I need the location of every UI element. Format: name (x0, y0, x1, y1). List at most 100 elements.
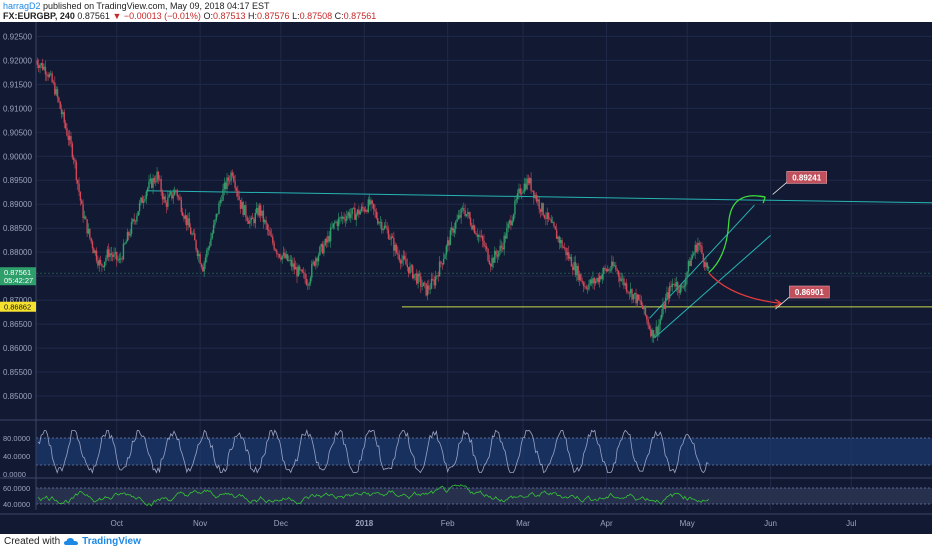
candle-body (216, 213, 219, 215)
target-down-leader (775, 296, 790, 310)
candle-body (695, 244, 698, 252)
candle-body (636, 294, 639, 304)
candle-body (262, 210, 265, 223)
candle-body (494, 250, 496, 263)
candle-body (523, 183, 526, 192)
candle-body (569, 256, 571, 259)
candle-body (255, 207, 258, 213)
chart-area[interactable]: 0.89241 0.86901 Oct Nov Dec 2018 Feb Mar Apr May… (0, 22, 932, 534)
candle-body (72, 157, 75, 160)
candle-body (114, 252, 117, 254)
stochastic-tick-label: 40.0000 (3, 452, 30, 461)
candle-body (179, 196, 181, 200)
candle-body (584, 286, 586, 287)
candle-body (623, 278, 625, 286)
candle-body (570, 256, 573, 267)
support-price-badge (0, 301, 36, 312)
candle-body (64, 122, 67, 129)
candle-body (590, 279, 593, 284)
candle-body (490, 264, 492, 267)
candle-body (301, 269, 304, 273)
candle-body (604, 267, 606, 269)
rsi-line (37, 484, 709, 507)
candle-body (278, 254, 281, 258)
candle-body (398, 254, 400, 261)
candle-body (421, 286, 423, 287)
candle-body (564, 247, 566, 249)
candle-body (200, 263, 203, 267)
high-value: 0.87576 (257, 11, 290, 21)
candle-body (628, 292, 630, 294)
candle-body (550, 219, 552, 223)
candle-body (288, 260, 290, 261)
close-value: 0.87561 (343, 11, 377, 21)
candle-body (43, 66, 45, 70)
stochastic-band (36, 438, 932, 465)
candle-body (512, 214, 515, 221)
candle-body (674, 283, 676, 287)
x-tick-label: Dec (274, 519, 288, 528)
candle-body (176, 190, 178, 197)
candle-body (654, 334, 656, 338)
candle-body (553, 222, 555, 227)
candle-body (74, 159, 76, 163)
candle-body (62, 112, 64, 115)
candle-body (371, 200, 374, 204)
candle-body (161, 191, 164, 200)
candle-body (543, 215, 546, 219)
candle-body (414, 273, 417, 275)
publish-line: harragD2 published on TradingView.com, M… (3, 1, 270, 11)
candle-body (647, 319, 649, 326)
candle-body (309, 277, 312, 284)
candle-body (150, 178, 153, 188)
symbol-line: FX:EURGBP, 240 0.87561 ▼ −0.00013 (−0.01… (3, 11, 376, 21)
candle-body (332, 223, 335, 228)
candle-body (46, 74, 48, 76)
candle-body (234, 181, 236, 189)
candle-body (300, 269, 302, 271)
candle-body (538, 199, 540, 210)
y-tick-label: 0.86500 (3, 320, 32, 329)
author-link[interactable]: harragD2 (3, 1, 41, 11)
candle-body (487, 248, 489, 261)
candle-body (624, 283, 626, 286)
candle-body (56, 89, 59, 98)
candle-body (442, 258, 445, 265)
candle-body (453, 228, 456, 233)
candle-body (479, 235, 481, 237)
candle-body (194, 233, 196, 241)
candle-body (117, 259, 119, 261)
candle-body (348, 212, 351, 218)
bearish-projection-arrow (708, 272, 782, 305)
bearish-arrowhead-icon (774, 298, 782, 308)
tradingview-cloud-icon (64, 538, 79, 545)
candle-body (390, 236, 392, 240)
oscillators (36, 428, 932, 507)
y-tick-label: 0.91000 (3, 104, 32, 113)
candle-body (298, 266, 301, 271)
x-tick-label: Mar (516, 519, 530, 528)
candle-body (574, 262, 577, 275)
candle-body (534, 195, 536, 198)
candle-body (97, 260, 99, 266)
candle-body (347, 212, 349, 216)
candle-body (691, 255, 694, 259)
candle-body (410, 265, 413, 267)
candle-body (168, 194, 170, 198)
candle-body (660, 314, 663, 320)
candle-body (507, 223, 509, 228)
symbol-name: FX:EURGBP, 240 (3, 11, 75, 21)
candle-body (467, 212, 469, 215)
candle-body (511, 220, 513, 226)
tradingview-brand[interactable]: TradingView (82, 536, 141, 547)
y-tick-label: 0.88000 (3, 248, 32, 257)
candle-body (94, 250, 96, 254)
x-tick-label: Feb (441, 519, 455, 528)
candle-body (428, 285, 430, 290)
candle-body (324, 239, 326, 246)
candle-body (541, 203, 543, 212)
candle-body (328, 236, 330, 242)
candle-body (86, 219, 88, 234)
candle-body (224, 182, 227, 190)
candle-body (329, 227, 332, 242)
